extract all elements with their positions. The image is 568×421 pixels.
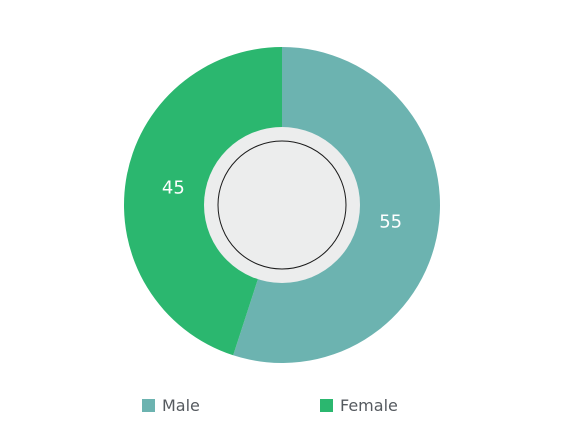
legend: Male Female	[0, 395, 568, 415]
labels-group: 55 45	[162, 177, 402, 232]
center-outline	[217, 140, 347, 270]
data-label-male: 55	[379, 212, 402, 233]
legend-label-male: Male	[162, 395, 200, 415]
slice-female[interactable]	[124, 47, 282, 356]
center-circle	[204, 127, 360, 283]
legend-swatch-male	[142, 398, 155, 412]
legend-label-female: Female	[340, 395, 398, 415]
legend-item-male[interactable]: Male	[142, 395, 200, 415]
legend-item-female[interactable]: Female	[320, 395, 398, 415]
data-label-female: 45	[162, 177, 185, 198]
legend-swatch-female	[320, 398, 333, 412]
